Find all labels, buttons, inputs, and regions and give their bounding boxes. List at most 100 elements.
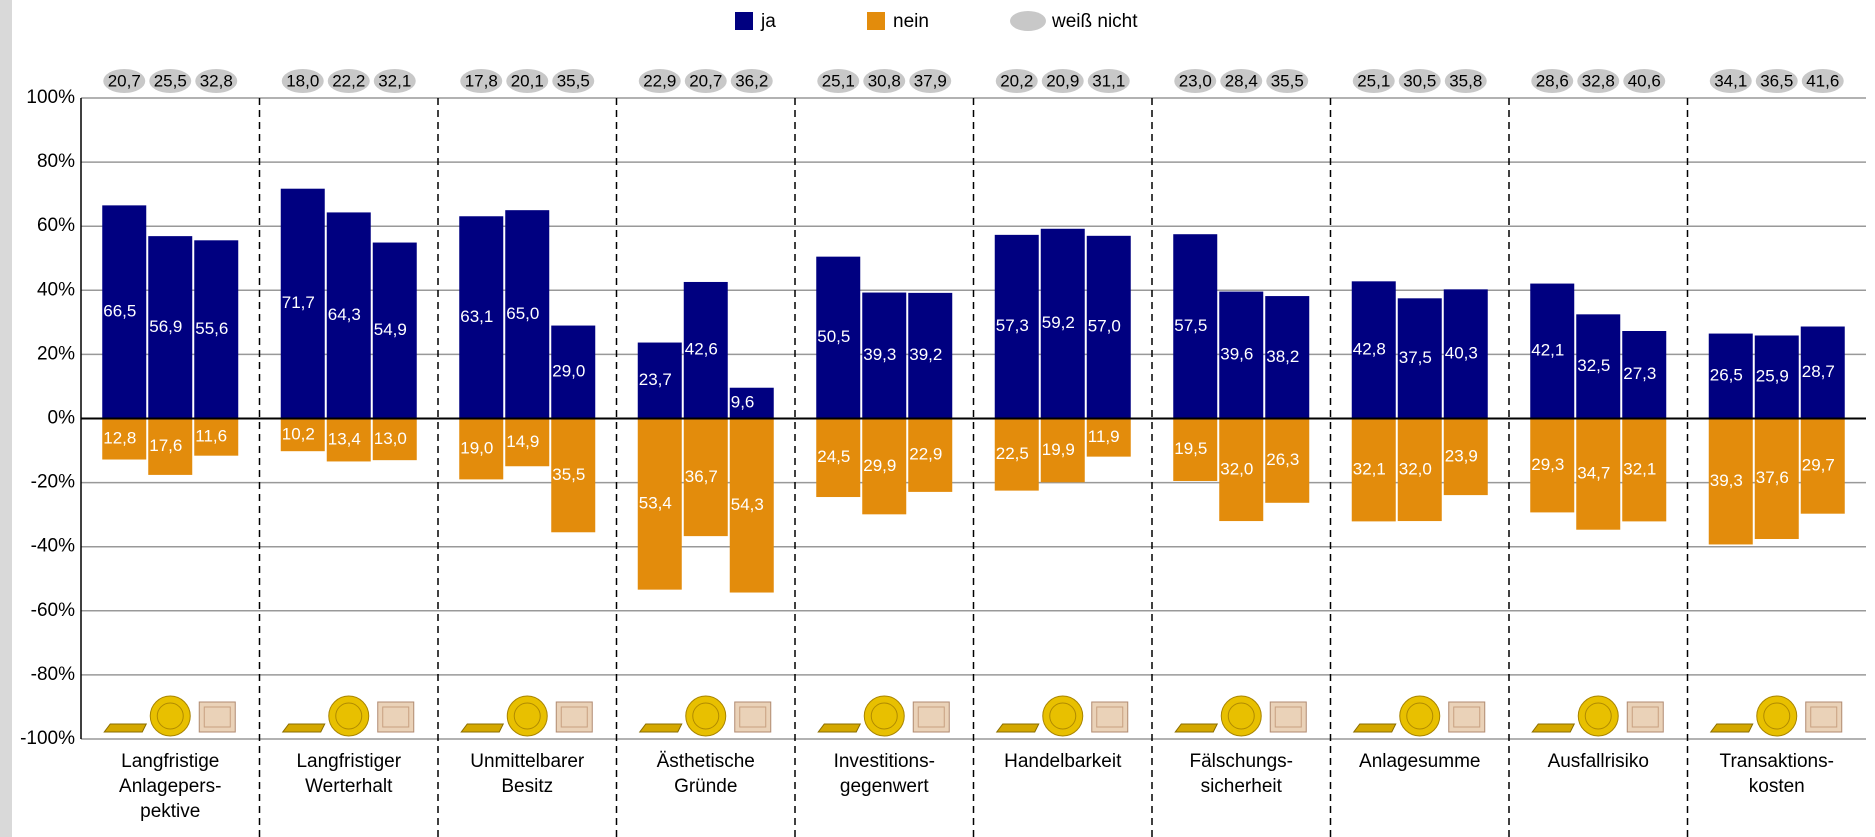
bar bbox=[1708, 418, 1753, 545]
dont-know-bubble bbox=[1041, 69, 1084, 93]
legend-swatch bbox=[735, 12, 753, 30]
coin-icon-inner bbox=[870, 702, 898, 730]
y-tick-label: 20% bbox=[37, 343, 75, 364]
bar bbox=[148, 236, 193, 419]
value-label: 32,1 bbox=[1353, 459, 1386, 478]
coin-icon bbox=[1577, 695, 1619, 737]
value-label: 14,9 bbox=[506, 432, 539, 451]
value-label: 53,4 bbox=[639, 494, 672, 513]
legend-swatch bbox=[1010, 11, 1046, 31]
value-label: 63,1 bbox=[460, 307, 493, 326]
value-label: 40,3 bbox=[1445, 343, 1478, 362]
bar bbox=[1040, 418, 1085, 483]
dont-know-bubble bbox=[1801, 69, 1844, 93]
value-label: 37,6 bbox=[1756, 468, 1789, 487]
value-label: 56,9 bbox=[149, 317, 182, 336]
x-tick-label: Anlagesumme bbox=[1359, 751, 1480, 772]
gold-bar-icon bbox=[1174, 723, 1219, 733]
bar bbox=[1576, 314, 1621, 419]
bar bbox=[1173, 234, 1218, 419]
y-tick-label: -60% bbox=[31, 600, 75, 621]
value-label: 35,5 bbox=[557, 71, 590, 90]
certificate-icon-inner bbox=[739, 706, 767, 728]
coin-icon-inner bbox=[513, 702, 541, 730]
coin-icon bbox=[863, 695, 905, 737]
bar bbox=[102, 418, 147, 460]
bar bbox=[1351, 418, 1396, 522]
certificate-icon-inner bbox=[1096, 706, 1124, 728]
bar bbox=[326, 212, 371, 419]
value-label: 32,0 bbox=[1220, 459, 1253, 478]
x-tick-label: Besitz bbox=[501, 776, 553, 797]
certificate-icon-inner bbox=[1453, 706, 1481, 728]
certificate-icon-inner bbox=[917, 706, 945, 728]
bar bbox=[102, 205, 147, 419]
value-label: 54,3 bbox=[731, 495, 764, 514]
legend-swatch bbox=[867, 12, 885, 30]
dont-know-bubble bbox=[195, 69, 238, 93]
value-label: 31,1 bbox=[1092, 71, 1125, 90]
value-label: 28,6 bbox=[1536, 71, 1569, 90]
coin-icon bbox=[506, 695, 548, 737]
value-label: 35,5 bbox=[1271, 71, 1304, 90]
dont-know-bubble bbox=[1220, 69, 1263, 93]
dont-know-bubble bbox=[1352, 69, 1395, 93]
value-label: 25,1 bbox=[822, 71, 855, 90]
value-label: 19,9 bbox=[1042, 440, 1075, 459]
x-tick-label: Werterhalt bbox=[305, 776, 393, 797]
bar bbox=[148, 418, 193, 475]
x-tick-label: Investitions- bbox=[834, 751, 935, 772]
value-label: 40,6 bbox=[1628, 71, 1661, 90]
y-tick-label: -40% bbox=[31, 536, 75, 557]
gold-bar-icon bbox=[1352, 723, 1397, 733]
value-label: 29,0 bbox=[552, 362, 585, 381]
value-label: 39,3 bbox=[863, 345, 896, 364]
gold-bar-icon bbox=[281, 723, 326, 733]
value-label: 36,7 bbox=[685, 467, 718, 486]
bar bbox=[1443, 289, 1488, 419]
bar bbox=[1800, 418, 1845, 514]
value-label: 22,2 bbox=[332, 71, 365, 90]
bar bbox=[551, 325, 596, 419]
value-label: 13,4 bbox=[328, 429, 361, 448]
value-label: 39,3 bbox=[1710, 471, 1743, 490]
x-tick-label: Gründe bbox=[674, 776, 737, 797]
coin-icon-inner bbox=[1763, 702, 1791, 730]
bar bbox=[683, 418, 728, 537]
x-tick-label: Handelbarkeit bbox=[1004, 751, 1122, 772]
value-label: 13,0 bbox=[374, 429, 407, 448]
dont-know-bubble bbox=[1531, 69, 1574, 93]
y-tick-label: 40% bbox=[37, 279, 75, 300]
bar bbox=[816, 256, 861, 419]
value-label: 20,7 bbox=[108, 71, 141, 90]
value-label: 25,9 bbox=[1756, 366, 1789, 385]
x-tick-label: Langfristiger bbox=[296, 751, 401, 772]
value-label: 34,1 bbox=[1714, 71, 1747, 90]
value-label: 28,7 bbox=[1802, 362, 1835, 381]
dont-know-bubble bbox=[638, 69, 681, 93]
coin-icon bbox=[328, 695, 370, 737]
dont-know-bubble bbox=[327, 69, 370, 93]
coin-icon bbox=[1399, 695, 1441, 737]
value-label: 11,9 bbox=[1088, 427, 1120, 446]
y-tick-label: -100% bbox=[20, 728, 75, 749]
y-tick-label: 0% bbox=[48, 408, 76, 429]
value-label: 32,5 bbox=[1577, 356, 1610, 375]
bar bbox=[1622, 331, 1667, 419]
gold-bar-icon bbox=[638, 723, 683, 733]
x-tick-label: Langfristige bbox=[121, 751, 219, 772]
dont-know-bubble bbox=[1174, 69, 1217, 93]
value-label: 22,9 bbox=[643, 71, 676, 90]
value-label: 37,9 bbox=[914, 71, 947, 90]
dont-know-bubble bbox=[506, 69, 549, 93]
y-tick-label: 80% bbox=[37, 151, 75, 172]
gold-bar-icon bbox=[460, 723, 505, 733]
value-label: 30,8 bbox=[868, 71, 901, 90]
value-label: 17,6 bbox=[149, 436, 182, 455]
y-tick-label: 100% bbox=[26, 87, 75, 108]
dont-know-bubble bbox=[552, 69, 595, 93]
value-label: 32,1 bbox=[1623, 459, 1656, 478]
value-label: 29,7 bbox=[1802, 456, 1835, 475]
coin-icon bbox=[1042, 695, 1084, 737]
bar bbox=[326, 418, 371, 462]
